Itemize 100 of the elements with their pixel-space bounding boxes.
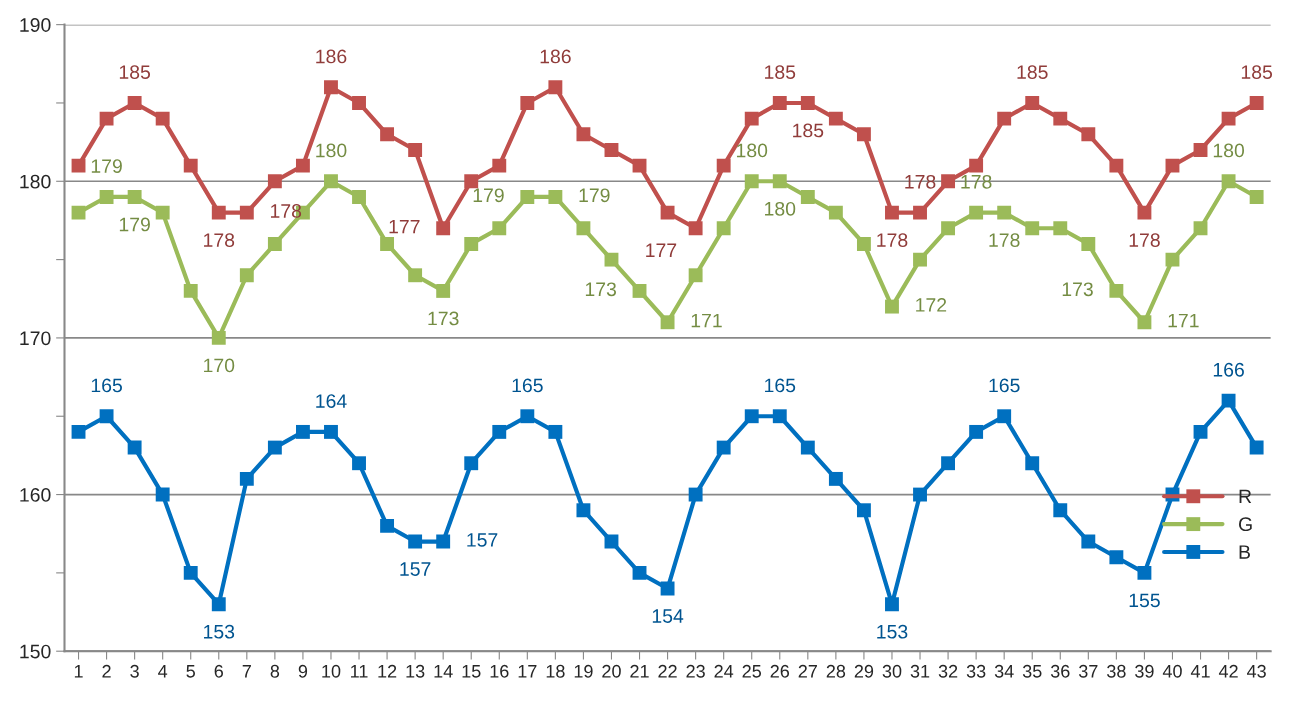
point bbox=[352, 456, 366, 471]
point bbox=[492, 158, 507, 173]
point bbox=[941, 174, 956, 189]
point bbox=[688, 268, 703, 283]
data-label: 178 bbox=[877, 233, 908, 247]
point bbox=[548, 424, 563, 439]
point bbox=[492, 424, 507, 439]
x-tick-label: 25 bbox=[742, 664, 762, 678]
x-tick-label: 39 bbox=[1135, 664, 1154, 678]
x-tick-label: 14 bbox=[434, 665, 453, 678]
point bbox=[492, 221, 507, 236]
point bbox=[1025, 456, 1040, 471]
point bbox=[211, 597, 226, 612]
data-label: 171 bbox=[691, 313, 722, 328]
data-label: 164 bbox=[316, 394, 347, 408]
data-label: 173 bbox=[428, 311, 459, 326]
x-tick-label: 27 bbox=[798, 664, 817, 678]
point bbox=[1221, 111, 1236, 126]
data-label: 153 bbox=[204, 624, 235, 639]
point bbox=[324, 424, 338, 439]
legend-label: R bbox=[1239, 489, 1252, 504]
point bbox=[1137, 205, 1152, 220]
y-tick-label: 160 bbox=[20, 488, 51, 502]
x-tick-label: 15 bbox=[462, 665, 481, 678]
point bbox=[576, 127, 591, 142]
point bbox=[856, 503, 871, 518]
data-label: 185 bbox=[1241, 65, 1273, 80]
x-tick-label: 20 bbox=[602, 664, 621, 678]
point bbox=[632, 158, 647, 173]
point bbox=[1221, 174, 1236, 189]
x-tick-label: 4 bbox=[158, 665, 168, 678]
point bbox=[380, 127, 395, 142]
point bbox=[155, 205, 170, 220]
point bbox=[239, 268, 254, 283]
point bbox=[969, 424, 984, 439]
point bbox=[969, 158, 984, 173]
x-tick-label: 34 bbox=[994, 664, 1014, 678]
x-tick-label: 8 bbox=[270, 664, 280, 678]
point bbox=[1109, 550, 1124, 565]
point bbox=[688, 221, 703, 236]
point bbox=[155, 111, 170, 126]
point bbox=[127, 440, 142, 455]
point bbox=[716, 158, 731, 173]
data-label: 179 bbox=[579, 188, 610, 203]
point bbox=[941, 456, 956, 471]
point bbox=[913, 487, 927, 502]
data-label: 157 bbox=[467, 533, 498, 547]
x-tick-label: 24 bbox=[714, 664, 734, 678]
point bbox=[520, 190, 535, 204]
point bbox=[548, 190, 563, 204]
data-label: 178 bbox=[204, 233, 235, 247]
point bbox=[464, 174, 479, 189]
point bbox=[1081, 127, 1096, 142]
point bbox=[239, 205, 254, 220]
data-label: 185 bbox=[793, 123, 824, 138]
point bbox=[688, 487, 703, 502]
point bbox=[1193, 143, 1208, 157]
legend-label: G bbox=[1239, 517, 1252, 532]
x-tick-label: 11 bbox=[351, 665, 368, 678]
x-tick-label: 32 bbox=[938, 664, 958, 678]
point bbox=[324, 80, 338, 95]
data-label: 186 bbox=[316, 49, 347, 64]
point bbox=[1137, 315, 1152, 330]
x-tick-label: 10 bbox=[322, 664, 341, 678]
point bbox=[772, 96, 787, 110]
data-label: 179 bbox=[473, 188, 504, 203]
point bbox=[71, 205, 86, 220]
y-tick-label: 150 bbox=[20, 644, 51, 659]
x-tick-label: 1 bbox=[74, 665, 83, 678]
point bbox=[548, 80, 563, 95]
x-tick-label: 33 bbox=[966, 664, 986, 678]
y-tick-label: 170 bbox=[20, 331, 51, 346]
point bbox=[716, 221, 731, 236]
point bbox=[744, 111, 759, 126]
point bbox=[1109, 283, 1124, 298]
point bbox=[1165, 252, 1180, 267]
point bbox=[604, 143, 619, 157]
point bbox=[800, 440, 815, 455]
legend-label: B bbox=[1239, 545, 1250, 559]
point bbox=[913, 205, 927, 220]
data-label: 180 bbox=[765, 201, 796, 216]
point bbox=[408, 268, 423, 283]
point bbox=[211, 330, 226, 345]
point bbox=[127, 190, 142, 204]
x-tick-label: 38 bbox=[1107, 664, 1126, 678]
point bbox=[71, 158, 86, 173]
point bbox=[885, 597, 899, 612]
point bbox=[520, 96, 535, 110]
point bbox=[856, 127, 871, 142]
x-tick-label: 6 bbox=[214, 664, 223, 678]
x-tick-label: 23 bbox=[686, 664, 705, 678]
point bbox=[772, 409, 787, 424]
point bbox=[295, 424, 310, 439]
x-tick-label: 18 bbox=[546, 664, 565, 678]
point bbox=[1053, 111, 1068, 126]
y-tick-label: 180 bbox=[20, 174, 51, 189]
data-label: 157 bbox=[400, 562, 431, 576]
data-label: 173 bbox=[585, 282, 616, 297]
point bbox=[800, 190, 815, 204]
point bbox=[324, 174, 338, 189]
